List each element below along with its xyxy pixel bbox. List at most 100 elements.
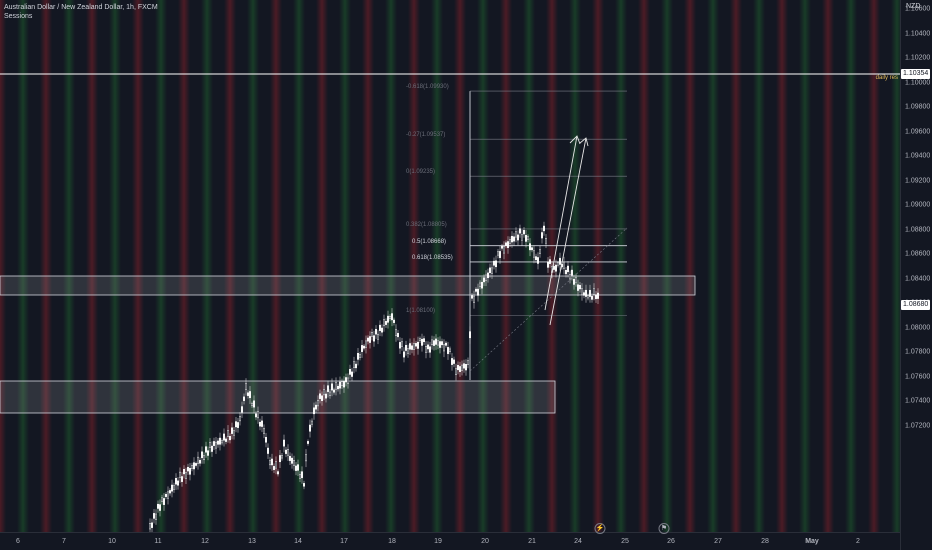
price-tick-label: 1.07400 [905, 397, 931, 405]
candle-body [597, 292, 600, 299]
candle-body [513, 236, 516, 242]
candle-body [341, 381, 344, 386]
candle-body [549, 259, 552, 264]
candle-body [224, 438, 227, 442]
candle-body [377, 333, 380, 340]
session-band [63, 0, 75, 532]
chart-canvas[interactable] [0, 0, 900, 532]
candle-body [172, 485, 175, 490]
chart-plot-area[interactable]: -0.618(1.09930) -0.27(1.09537) 0(1.09235) 0… [0, 0, 900, 532]
candle-body [198, 459, 201, 464]
fib-level-label: 0.618(1.08535) [412, 254, 453, 261]
candle-body [433, 340, 436, 346]
candle-body [295, 465, 298, 471]
candle-body [234, 421, 237, 428]
time-tick-label: 18 [388, 538, 396, 545]
candle-body [331, 383, 334, 391]
candle-body [220, 440, 223, 444]
time-tick-label: 11 [154, 538, 162, 545]
candle-body [427, 344, 430, 350]
candle-body [339, 381, 342, 389]
candle-body [353, 361, 356, 368]
candle-body [419, 338, 422, 341]
price-tick-label: 1.08600 [905, 250, 931, 258]
candle-body [297, 464, 300, 471]
time-axis[interactable]: 6 7 10 11 12 13 14 17 18 19 20 21 24 25 26 27 28 May 2 [0, 532, 900, 550]
lower-demand-zone[interactable] [0, 380, 556, 414]
session-band [17, 0, 29, 532]
candle-body [305, 454, 308, 462]
candle-body [465, 364, 468, 371]
candle-body [539, 249, 542, 254]
candle-body [250, 403, 253, 406]
candle-body [327, 385, 330, 392]
candle-body [435, 338, 438, 345]
candle-body [345, 377, 348, 383]
candle-body [168, 490, 171, 494]
candle-body [535, 256, 538, 261]
candle-body [321, 395, 324, 402]
session-band [868, 0, 880, 532]
candle-body [218, 437, 221, 445]
candle-body [555, 264, 558, 272]
time-tick-label: 17 [340, 538, 348, 545]
candle-body [543, 225, 546, 232]
candle-body [525, 235, 528, 242]
candle-body [365, 340, 368, 348]
candle-body [493, 260, 496, 266]
session-band [293, 0, 305, 532]
candle-body [453, 359, 456, 364]
candle-body [357, 353, 360, 360]
candle-body [188, 467, 191, 475]
candle-body [461, 364, 464, 371]
upper-supply-zone[interactable] [0, 275, 696, 296]
candle-body [417, 341, 420, 349]
fib-level-label: -0.618(1.09930) [406, 84, 449, 91]
candle-body [449, 348, 452, 352]
candle-body [475, 288, 478, 292]
flag-icon[interactable]: ⚑ [658, 523, 670, 534]
session-band [615, 0, 627, 532]
candle-body [489, 267, 492, 274]
fib-level-label: 0(1.09235) [406, 169, 436, 176]
candle-body [248, 391, 251, 399]
session-band [132, 0, 144, 532]
candle-body [373, 335, 376, 342]
time-tick-label: May [805, 538, 819, 545]
candle-body [455, 368, 458, 375]
candle-body [166, 491, 169, 499]
fib-level-label: -0.27(1.09537) [406, 132, 446, 139]
price-tick-label: 1.07800 [905, 348, 931, 356]
candle-body [230, 427, 233, 434]
session-band [845, 0, 857, 532]
candle-body [515, 231, 518, 238]
candle-body [349, 369, 352, 375]
candle-body [431, 339, 434, 346]
sessions-indicator-label[interactable]: Sessions [4, 13, 33, 20]
candle-body [170, 484, 173, 492]
candle-body [355, 363, 358, 369]
session-band [730, 0, 742, 532]
time-tick-label: 12 [201, 538, 209, 545]
lightning-icon[interactable]: ⚡ [594, 523, 606, 534]
candle-body [335, 382, 338, 390]
projection-arrows[interactable] [544, 135, 589, 326]
candle-body [595, 294, 598, 300]
candle-body [387, 315, 390, 323]
candle-body [162, 498, 165, 505]
time-tick-label: 27 [714, 538, 722, 545]
price-tick-label: 1.09400 [905, 152, 931, 160]
candle-body [271, 458, 274, 466]
candle-body [333, 389, 336, 393]
symbol-title[interactable]: Australian Dollar / New Zealand Dollar, … [4, 4, 158, 11]
price-tick-label: 1.10200 [905, 54, 931, 62]
price-axis[interactable]: 1.10600 1.10400 1.10200 1.10000 1.09800 1.096… [900, 0, 932, 550]
candle-body [287, 449, 290, 456]
candle-body [501, 245, 504, 249]
candle-body [469, 331, 472, 339]
candle-body [351, 371, 354, 377]
candle-body [463, 363, 466, 369]
candle-body [291, 457, 294, 464]
candle-body [457, 365, 460, 371]
